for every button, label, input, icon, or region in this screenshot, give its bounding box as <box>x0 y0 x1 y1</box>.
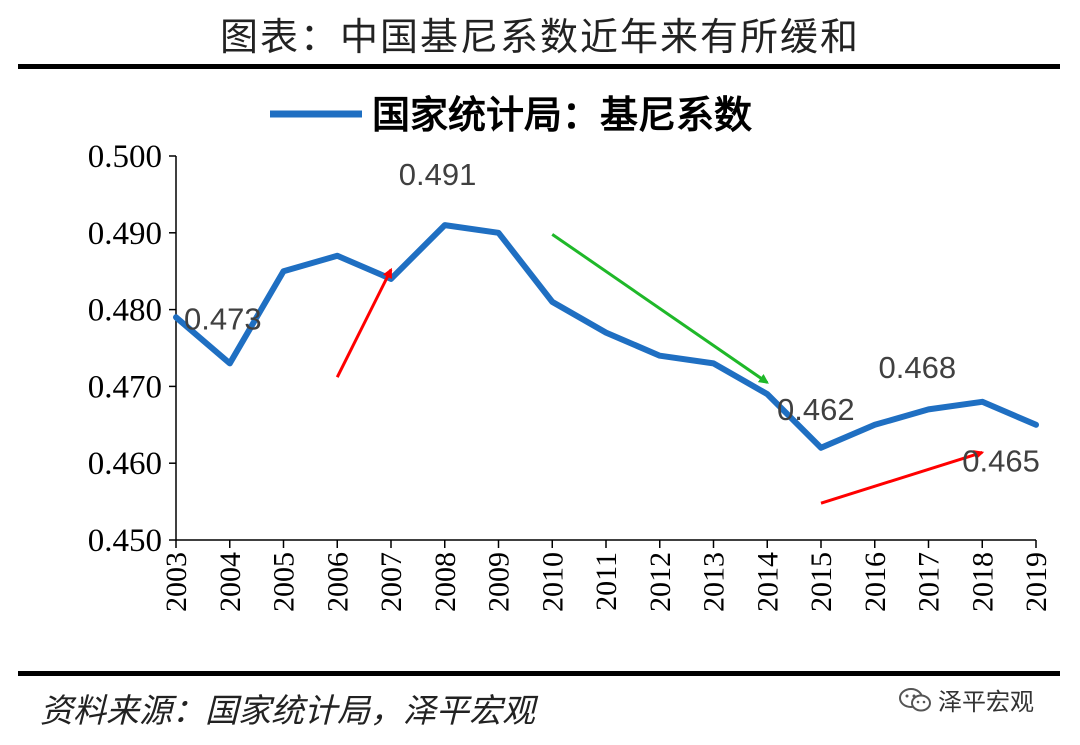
top-divider <box>18 64 1060 69</box>
x-tick-label: 2019 <box>1020 552 1053 612</box>
data-label: 0.468 <box>879 350 957 385</box>
x-tick-label: 2006 <box>321 552 354 612</box>
chart-title: 图表：中国基尼系数近年来有所缓和 <box>219 15 860 59</box>
rising-trend-arrow <box>820 450 985 505</box>
x-tick-label: 2013 <box>698 552 731 612</box>
x-tick-label: 2014 <box>751 552 784 612</box>
annotation-arrows <box>335 233 985 505</box>
x-tick-label: 2004 <box>214 552 247 612</box>
watermark-text: 泽平宏观 <box>938 688 1034 716</box>
data-label: 0.491 <box>399 157 477 192</box>
x-tick-label: 2015 <box>805 552 838 612</box>
bottom-divider <box>18 671 1060 676</box>
y-tick-label: 0.450 <box>88 523 162 559</box>
data-label: 0.465 <box>962 443 1040 478</box>
series-line <box>173 222 1039 451</box>
y-tick-label: 0.470 <box>88 369 162 405</box>
watermark: 泽平宏观 <box>898 682 1034 717</box>
x-tick-label: 2017 <box>913 552 946 612</box>
x-tick-label: 2003 <box>160 552 193 612</box>
y-tick-label: 0.500 <box>88 139 162 175</box>
gini-line-chart: 国家统计局：基尼系数 0.450 0.460 0.470 0.480 0.490 0.50… <box>88 93 1053 612</box>
x-tick-label: 2012 <box>644 552 677 612</box>
x-tick-label: 2018 <box>966 552 999 612</box>
x-tick-label: 2016 <box>859 552 892 612</box>
falling-trend-arrow <box>551 233 769 384</box>
chart-axes: 0.450 0.460 0.470 0.480 0.490 0.500 2003 2004 20… <box>88 139 1053 612</box>
y-tick-label: 0.460 <box>88 446 162 482</box>
legend-label: 国家统计局：基尼系数 <box>372 93 752 137</box>
x-tick-label: 2011 <box>590 552 623 611</box>
y-tick-label: 0.480 <box>88 293 162 329</box>
x-tick-label: 2010 <box>536 552 569 612</box>
series-layer <box>173 222 1039 451</box>
rising-trend-arrow <box>335 267 393 378</box>
x-tick-label: 2009 <box>483 552 516 612</box>
source-note: 资料来源：国家统计局，泽平宏观 <box>40 691 535 730</box>
data-labels: 0.473 0.491 0.462 0.468 0.465 <box>184 157 1040 478</box>
x-tick-label: 2005 <box>268 552 301 612</box>
data-label: 0.473 <box>184 301 262 336</box>
data-label: 0.462 <box>777 392 855 427</box>
x-tick-label: 2007 <box>375 552 408 612</box>
chart-legend: 国家统计局：基尼系数 <box>270 93 752 137</box>
y-tick-label: 0.490 <box>88 216 162 252</box>
x-tick-label: 2008 <box>429 552 462 612</box>
wechat-icon <box>899 687 931 711</box>
